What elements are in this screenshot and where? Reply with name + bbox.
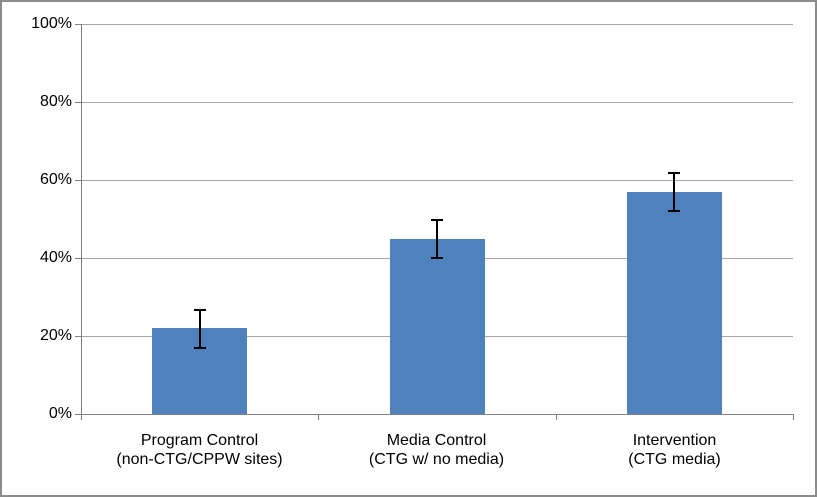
x-axis-tick (793, 414, 794, 420)
y-axis-tick (75, 180, 81, 181)
y-axis-line (81, 24, 82, 414)
category-label-line: (CTG media) (628, 451, 721, 468)
category-label-line: (CTG w/ no media) (368, 451, 505, 468)
bar-3 (627, 192, 722, 414)
y-axis-tick-label: 100% (31, 15, 72, 32)
error-bar-cap-top (668, 172, 680, 174)
gridline (81, 24, 793, 25)
x-axis-tick (556, 414, 557, 420)
x-axis-tick (318, 414, 319, 420)
error-bar-cap-bottom (431, 257, 443, 259)
y-axis-tick-label: 0% (48, 405, 72, 422)
bar-2 (390, 239, 485, 414)
category-label-line: Media Control (386, 432, 487, 449)
x-axis-tick (81, 414, 82, 420)
category-label-3: Intervention (CTG media) (556, 431, 793, 469)
y-axis-tick (75, 258, 81, 259)
y-axis-tick-label: 40% (39, 249, 72, 266)
gridline (81, 102, 793, 103)
error-bar-cap-top (194, 309, 206, 311)
category-label-line: (non-CTG/CPPW sites) (116, 451, 283, 468)
category-label-2: Media Control (CTG w/ no media) (318, 431, 555, 469)
error-bar-line (436, 219, 438, 258)
error-bar-line (199, 309, 201, 348)
error-bar-line (673, 172, 675, 211)
y-axis-tick-label: 60% (39, 171, 72, 188)
error-bar-cap-top (431, 219, 443, 221)
y-axis-tick (75, 414, 81, 415)
y-axis-tick (75, 336, 81, 337)
category-label-1: Program Control (non-CTG/CPPW sites) (81, 431, 318, 469)
gridline (81, 180, 793, 181)
y-axis-tick (75, 102, 81, 103)
y-axis-tick (75, 24, 81, 25)
x-axis-line (81, 414, 793, 415)
category-label-line: Intervention (632, 432, 717, 449)
y-axis-tick-label: 80% (39, 93, 72, 110)
category-label-line: Program Control (140, 432, 259, 449)
y-axis-tick-label: 20% (39, 327, 72, 344)
error-bar-cap-bottom (194, 347, 206, 349)
error-bar-cap-bottom (668, 210, 680, 212)
